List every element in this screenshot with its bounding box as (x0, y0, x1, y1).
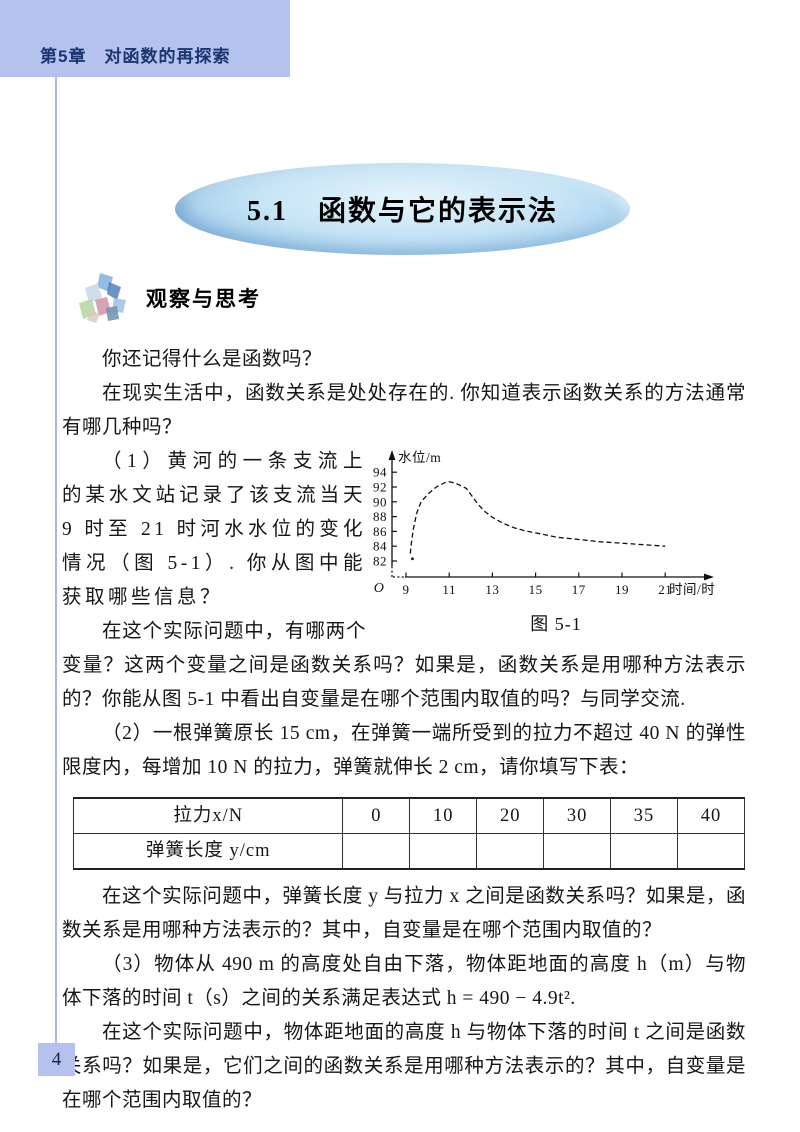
chapter-header-bar: 第5章 对函数的再探索 (0, 0, 290, 77)
y-tick-label: 90 (373, 494, 387, 509)
table-cell (610, 833, 678, 870)
table-cell: 40 (677, 797, 745, 834)
x-tick-label: 11 (442, 582, 456, 597)
y-tick-label: 94 (373, 465, 387, 480)
spring-table: 拉力x/N 0 10 20 30 35 40 弹簧长度 y/cm (72, 797, 745, 870)
x-axis-label: 时间/时 (669, 582, 715, 597)
y-tick-label: 88 (373, 509, 387, 524)
origin-label: O (374, 581, 385, 596)
body-text: 你还记得什么是函数吗？ 在现实生活中，函数关系是处处存在的. 你知道表示函数关系… (62, 343, 746, 1118)
x-tick-label: 19 (615, 582, 629, 597)
paragraph-river: （1）黄河的一条支流上的某水文站记录了该支流当天 9 时至 21 时河水水位的变… (62, 451, 366, 608)
page-number-badge: 4 (38, 1043, 75, 1076)
table-cell: 30 (543, 797, 612, 834)
y-axis-arrow (388, 450, 396, 460)
margin-rule (55, 77, 57, 1043)
table-cell: 35 (610, 797, 678, 834)
table-cell (342, 833, 411, 870)
x-tick-label: 15 (529, 582, 543, 597)
x-tick-label: 13 (485, 582, 499, 597)
row-label: 拉力x/N (72, 797, 344, 834)
x-tick-label: 9 (403, 582, 410, 597)
paragraph-spring-question: 在这个实际问题中，弹簧长度 y 与拉力 x 之间是函数关系吗？如果是，函数关系是… (62, 886, 746, 941)
observe-think-header: 观察与思考 (62, 269, 746, 327)
row-label: 弹簧长度 y/cm (72, 833, 344, 870)
paragraph-fall: （3）物体从 490 m 的高度处自由下落，物体距地面的高度 h（m）与物体下落… (62, 954, 746, 1009)
paragraph-recall: 你还记得什么是函数吗？ (101, 349, 322, 370)
paragraph-river-question: 在这个实际问题中，有哪两个变量？这两个变量之间是函数关系吗？如果是，函数关系是用… (62, 621, 746, 710)
y-tick-label: 82 (373, 554, 387, 569)
section-title-ellipse: 5.1 函数与它的表示法 (175, 163, 630, 255)
figure-text-flow: 9 11 13 15 17 19 21 82 84 86 88 90 92 94 水位/m 时间/时 O 图 5… (62, 445, 746, 717)
table-cell (409, 833, 478, 870)
page-content: 5.1 函数与它的表示法 观察与思考 你还记得什么是函数吗？ 在现实生活中，函数 (62, 77, 746, 1118)
curve-start-dot (411, 557, 414, 561)
spring-table-body: 拉力x/N 0 10 20 30 35 40 弹簧长度 y/cm (72, 797, 745, 870)
paragraph-spring: （2）一根弹簧原长 15 cm，在弹簧一端所受到的拉力不超过 40 N 的弹性限… (62, 723, 746, 778)
y-tick-label: 86 (373, 524, 387, 539)
y-tick-label: 84 (373, 539, 387, 554)
figure-caption: 图 5-1 (530, 614, 582, 634)
y-axis-label: 水位/m (398, 450, 441, 465)
table-row: 弹簧长度 y/cm (72, 833, 745, 870)
subsection-heading: 观察与思考 (146, 288, 261, 311)
chapter-title: 第5章 对函数的再探索 (40, 47, 231, 66)
x-axis-arrow (704, 573, 714, 581)
table-cell: 0 (342, 797, 411, 834)
section-title: 5.1 函数与它的表示法 (246, 196, 558, 227)
x-tick-label: 17 (572, 582, 586, 597)
gems-icon (76, 270, 130, 326)
table-row: 拉力x/N 0 10 20 30 35 40 (72, 797, 745, 834)
table-cell: 10 (409, 797, 478, 834)
table-cell (476, 833, 545, 870)
water-level-curve (409, 481, 666, 554)
page-number: 4 (51, 1048, 62, 1070)
table-cell: 20 (476, 797, 545, 834)
table-cell (677, 833, 745, 870)
paragraph-intro: 在现实生活中，函数关系是处处存在的. 你知道表示函数关系的方法通常有哪几种吗？ (62, 383, 746, 438)
x-tick-label: 21 (658, 582, 672, 597)
table-cell (543, 833, 612, 870)
paragraph-fall-question: 在这个实际问题中，物体距地面的高度 h 与物体下落的时间 t 之间是函数关系吗？… (62, 1022, 746, 1111)
figure-5-1: 9 11 13 15 17 19 21 82 84 86 88 90 92 94 水位/m 时间/时 O 图 5… (366, 447, 746, 643)
y-tick-label: 92 (373, 480, 387, 495)
